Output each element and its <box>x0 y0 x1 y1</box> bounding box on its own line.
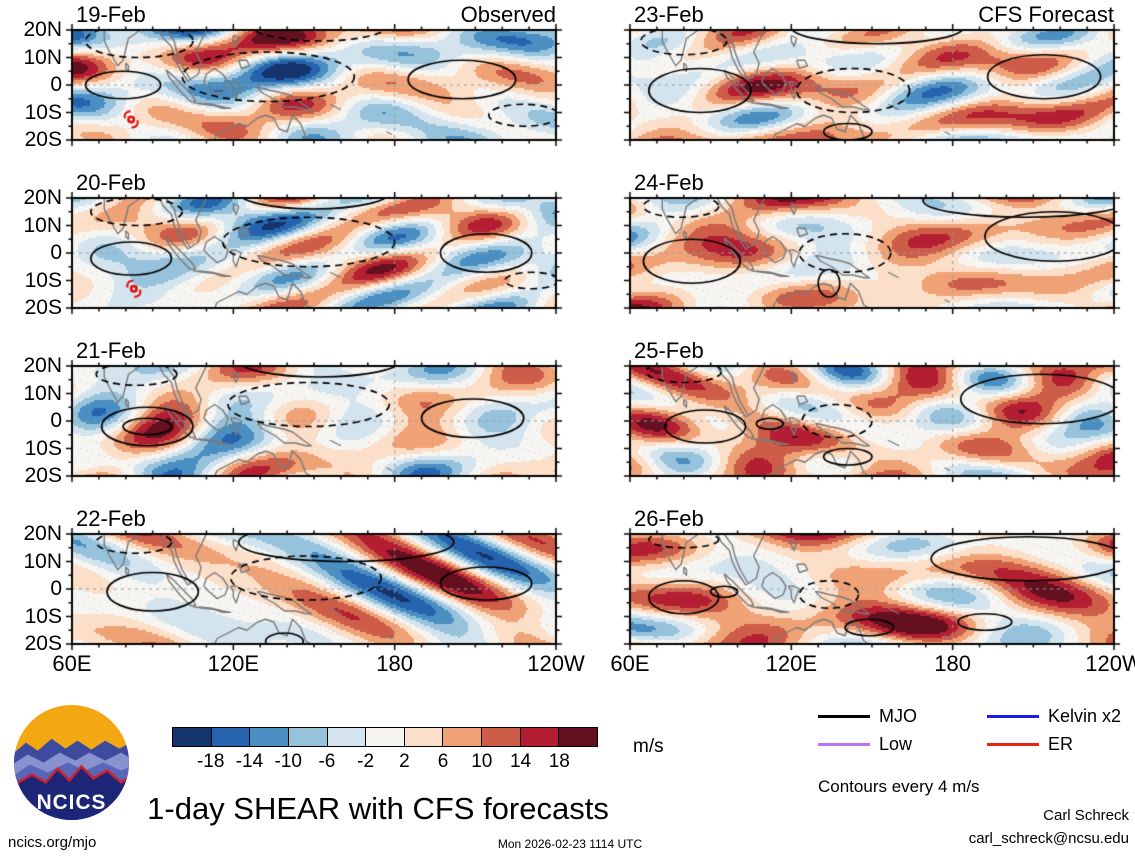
map-panel-20-feb: 20-Feb 20N 10N 0 10S 20S <box>23 171 563 319</box>
y-axis-label: 20S <box>24 632 62 655</box>
logo-text: NCICS <box>37 791 107 814</box>
contour-interval-note: Contours every 4 m/s <box>818 777 980 796</box>
ncics-logo: NCICS <box>13 704 130 821</box>
colorbar-units-label: m/s <box>633 736 664 757</box>
legend-label: Low <box>879 734 913 754</box>
column-heading-observed: Observed <box>460 2 556 27</box>
panel-date: 22-Feb <box>76 506 146 531</box>
map-panel-23-feb: 23-Feb CFS Forecast <box>623 3 1121 147</box>
y-axis-label: 20S <box>24 464 62 487</box>
y-axis-label: 10S <box>24 100 62 124</box>
map-panel-22-feb: 22-Feb 20N 10N 0 10S 20S 60E 120E 180 120W <box>23 507 584 677</box>
y-axis-label: 10N <box>23 45 62 69</box>
legend-item-kelvin: Kelvin x2 <box>987 706 1121 727</box>
shear-map-canvas <box>623 191 1121 315</box>
x-axis-label: 120E <box>765 651 818 676</box>
colorbar-swatch <box>250 728 289 746</box>
shear-map-canvas <box>65 359 563 483</box>
map-panel-26-feb: 26-Feb 60E 120E 180 120W <box>610 507 1135 677</box>
shear-map-canvas <box>623 527 1121 651</box>
y-axis-label: 10S <box>24 268 62 292</box>
colorbar-swatch <box>366 728 405 746</box>
panel-date: 23-Feb <box>634 2 704 27</box>
map-panel-21-feb: 21-Feb 20N 10N 0 10S 20S <box>23 339 563 487</box>
colorbar-swatch <box>559 728 598 746</box>
colorbar-tick-label: -10 <box>274 751 302 772</box>
shear-map-canvas <box>623 359 1121 483</box>
colorbar-tick-label: 18 <box>548 751 570 772</box>
legend-item-mjo: MJO <box>818 706 917 727</box>
panel-date: 21-Feb <box>76 338 146 363</box>
y-axis-label: 0 <box>50 73 62 96</box>
legend-label: MJO <box>879 706 917 726</box>
colorbar-swatch <box>288 728 328 746</box>
y-axis-label: 20N <box>23 186 62 209</box>
colorbar-tick-label: 10 <box>471 751 493 772</box>
kelvin-line-swatch <box>987 715 1039 718</box>
legend-label: Kelvin x2 <box>1048 706 1122 726</box>
colorbar-tick-label: 2 <box>399 751 410 772</box>
credit-name: Carl Schreck <box>1043 807 1129 824</box>
legend-item-low: Low <box>818 734 912 755</box>
x-axis-label: 120W <box>1085 651 1135 676</box>
panel-date: 20-Feb <box>76 170 146 195</box>
y-axis-label: 10N <box>23 381 62 405</box>
y-axis-label: 0 <box>50 241 62 264</box>
y-axis-label: 20S <box>24 296 62 319</box>
panel-date: 25-Feb <box>634 338 704 363</box>
low-line-swatch <box>818 743 870 746</box>
colorbar-tick-label: -14 <box>235 751 264 772</box>
figure-title: 1-day SHEAR with CFS forecasts <box>147 791 609 826</box>
colorbar-swatch <box>404 728 444 746</box>
y-axis-label: 20N <box>23 522 62 545</box>
x-axis-label: 60E <box>52 651 92 676</box>
colorbar-swatch <box>482 728 521 746</box>
colorbar-swatch <box>327 728 367 746</box>
legend-label: ER <box>1048 734 1074 754</box>
x-axis-label: 180 <box>376 651 414 676</box>
colorbar-swatch <box>443 728 483 746</box>
shear-map-canvas <box>65 527 563 651</box>
panel-date: 26-Feb <box>634 506 704 531</box>
shear-map-canvas <box>65 191 563 315</box>
y-axis-label: 0 <box>50 577 62 600</box>
y-axis-label: 20S <box>24 128 62 151</box>
column-heading-cfs-forecast: CFS Forecast <box>978 2 1114 27</box>
colorbar-tick-label: 14 <box>509 751 532 772</box>
credit-email: carl_schreck@ncsu.edu <box>968 830 1129 847</box>
y-axis-label: 10N <box>23 213 62 237</box>
legend-item-er: ER <box>987 734 1073 755</box>
x-axis-label: 60E <box>610 651 650 676</box>
timestamp: Mon 2026-02-23 1114 UTC <box>497 837 643 851</box>
y-axis-label: 10S <box>24 436 62 460</box>
x-axis-label: 120E <box>207 651 260 676</box>
colorbar-tick-label: -18 <box>196 751 225 772</box>
site-url: ncics.org/mjo <box>8 834 97 851</box>
colorbar-tick-label: -2 <box>357 751 375 772</box>
mjo-line-swatch <box>818 715 870 718</box>
map-panel-19-feb: 19-Feb Observed 20N 10N 0 10S 20S <box>23 3 563 151</box>
er-line-swatch <box>987 743 1039 746</box>
y-axis-label: 0 <box>50 409 62 432</box>
y-axis-label: 20N <box>23 18 62 41</box>
map-panel-24-feb: 24-Feb <box>623 171 1121 315</box>
colorbar-tick-label: 6 <box>437 751 449 772</box>
y-axis-label: 20N <box>23 354 62 377</box>
x-axis-label: 180 <box>934 651 972 676</box>
panel-date: 19-Feb <box>76 2 146 27</box>
panel-date: 24-Feb <box>634 170 704 195</box>
y-axis-label: 10N <box>23 549 62 573</box>
x-axis-label: 120W <box>527 651 585 676</box>
colorbar-swatch <box>211 728 251 746</box>
y-axis-label: 10S <box>24 604 62 628</box>
colorbar-swatch <box>520 728 560 746</box>
map-panel-25-feb: 25-Feb <box>623 339 1121 483</box>
shear-map-canvas <box>623 23 1121 147</box>
colorbar <box>172 727 598 747</box>
colorbar-tick-label: -6 <box>318 751 336 772</box>
colorbar-swatch <box>173 728 212 746</box>
shear-map-canvas <box>65 23 563 147</box>
wave-legend: MJO Kelvin x2 Low ER <box>818 706 1135 766</box>
